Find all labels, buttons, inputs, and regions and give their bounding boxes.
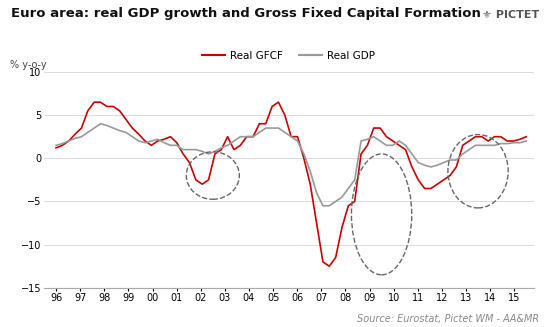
- Real GDP: [320, 204, 326, 208]
- Real GFCF: [97, 100, 104, 104]
- Text: Euro area: real GDP growth and Gross Fixed Capital Formation: Euro area: real GDP growth and Gross Fix…: [11, 7, 481, 20]
- Real GDP: [485, 143, 492, 147]
- Real GFCF: [326, 264, 333, 268]
- Real GDP: [97, 122, 104, 126]
- Real GFCF: [91, 100, 97, 104]
- Real GDP: [421, 163, 428, 167]
- Real GFCF: [523, 135, 530, 139]
- Legend: Real GFCF, Real GDP: Real GFCF, Real GDP: [198, 47, 380, 65]
- Real GFCF: [53, 146, 59, 150]
- Text: ⚜ PICTET: ⚜ PICTET: [482, 10, 539, 20]
- Text: Source: Eurostat, Pictet WM - AA&MR: Source: Eurostat, Pictet WM - AA&MR: [357, 314, 539, 324]
- Real GDP: [441, 161, 447, 164]
- Real GFCF: [441, 178, 447, 182]
- Real GFCF: [434, 182, 441, 186]
- Real GDP: [434, 163, 441, 167]
- Real GDP: [523, 139, 530, 143]
- Real GDP: [91, 126, 97, 130]
- Line: Real GDP: Real GDP: [56, 124, 526, 206]
- Line: Real GFCF: Real GFCF: [56, 102, 526, 266]
- Real GFCF: [485, 139, 492, 143]
- Real GDP: [453, 158, 460, 162]
- Real GDP: [53, 143, 59, 147]
- Real GFCF: [421, 186, 428, 190]
- Text: % y-o-y: % y-o-y: [10, 60, 46, 70]
- Real GFCF: [453, 165, 460, 169]
